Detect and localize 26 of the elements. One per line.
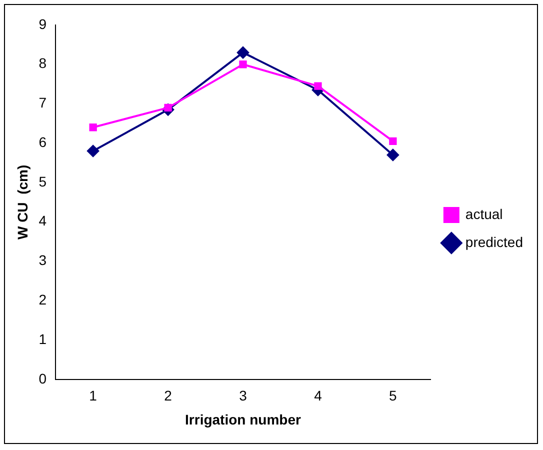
legend-label: actual — [465, 206, 503, 222]
point — [314, 82, 322, 90]
y-tick-label: 9 — [38, 16, 47, 32]
x-tick-label: 1 — [89, 388, 98, 404]
y-tick-label: 0 — [38, 370, 47, 386]
y-tick-label: 6 — [38, 134, 47, 150]
y-axis-title: W CU (cm) — [14, 164, 30, 240]
point — [87, 145, 100, 158]
legend-label: predicted — [465, 234, 523, 250]
point — [89, 124, 97, 132]
x-tick-label: 2 — [164, 388, 172, 404]
x-tick-label: 3 — [239, 388, 248, 404]
point — [239, 60, 247, 68]
y-tick-label: 2 — [38, 292, 47, 308]
y-tick-label: 1 — [38, 330, 47, 347]
y-tick-label: 4 — [38, 212, 47, 229]
point — [386, 148, 399, 161]
x-axis-title: Irrigation number — [185, 411, 302, 428]
y-tick-label: 8 — [38, 55, 47, 72]
x-tick-label: 4 — [314, 388, 322, 404]
y-tick-label: 3 — [38, 252, 47, 268]
y-tick-label: 7 — [38, 94, 47, 111]
point — [236, 46, 249, 59]
point — [389, 137, 397, 145]
x-tick-label: 5 — [389, 388, 398, 404]
y-tick-label: 5 — [38, 173, 47, 190]
